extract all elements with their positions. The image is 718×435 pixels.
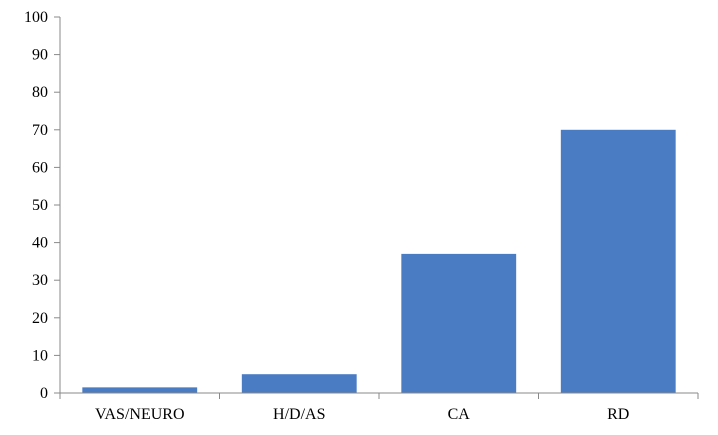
x-axis-labels: VAS/NEURO H/D/AS CA RD bbox=[59, 393, 699, 423]
y-tick-label: 50 bbox=[32, 197, 48, 214]
x-category-label: H/D/AS bbox=[273, 406, 325, 423]
y-tick-label: 100 bbox=[24, 9, 48, 26]
bars bbox=[82, 129, 676, 394]
x-category-label: VAS/NEURO bbox=[95, 406, 185, 423]
y-tick-label: 10 bbox=[32, 347, 48, 364]
y-tick-label: 70 bbox=[32, 122, 48, 139]
bar-h-d-as bbox=[241, 374, 357, 393]
y-tick-label: 90 bbox=[32, 47, 48, 64]
bar-ca bbox=[401, 253, 517, 393]
y-tick-label: 40 bbox=[32, 235, 48, 252]
bar-rd bbox=[560, 129, 676, 394]
y-tick-label: 80 bbox=[32, 84, 48, 101]
bar-vas-neuro bbox=[82, 387, 198, 393]
y-tick-label: 30 bbox=[32, 272, 48, 289]
y-tick-label: 20 bbox=[32, 310, 48, 327]
x-category-label: RD bbox=[607, 406, 629, 423]
x-category-label: CA bbox=[448, 406, 471, 423]
y-tick-label: 60 bbox=[32, 159, 48, 176]
y-axis-ticks: 0 10 20 30 40 50 60 70 80 90 100 bbox=[24, 9, 60, 402]
y-tick-label: 0 bbox=[40, 385, 48, 402]
